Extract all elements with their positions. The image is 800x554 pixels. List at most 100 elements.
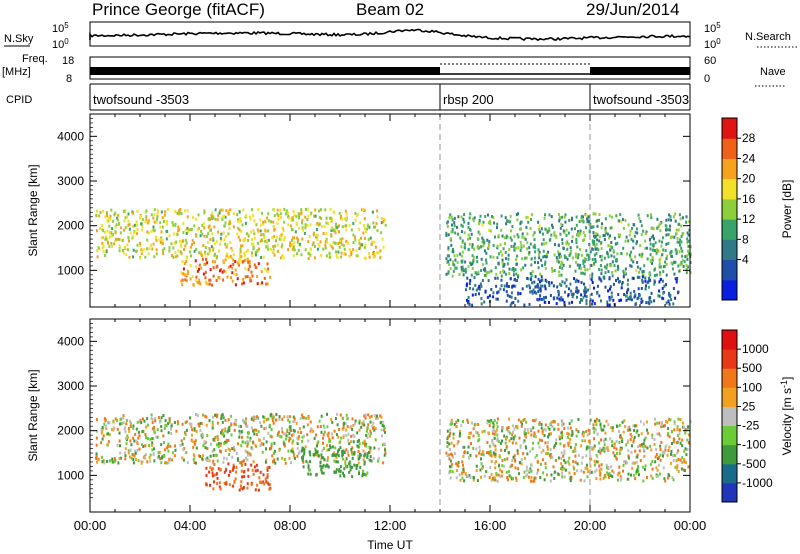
scatter-cell-1 (265, 447, 267, 451)
scatter-cell-4 (608, 303, 611, 307)
scatter-cell-1 (192, 453, 195, 457)
scatter-cell-4 (563, 452, 566, 456)
scatter-cell-3 (452, 250, 455, 254)
scatter-cell-3 (654, 274, 656, 277)
scatter-cell-1 (124, 457, 127, 461)
scatter-cell-1 (119, 451, 122, 455)
scatter-cell-1 (162, 248, 164, 252)
scatter-cell-4 (542, 471, 545, 475)
scatter-cell-4 (634, 424, 636, 428)
scatter-cell-4 (606, 448, 609, 452)
scatter-cell-4 (537, 277, 540, 281)
scatter-cell-1 (330, 417, 333, 421)
scatter-cell-4 (451, 453, 454, 457)
scatter-cell-4 (468, 474, 471, 478)
scatter-cell-1 (301, 237, 304, 241)
scatter-cell-3 (648, 272, 651, 276)
scatter-cell-1 (327, 222, 330, 226)
scatter-cell-1 (300, 431, 303, 434)
scatter-cell-3 (447, 246, 450, 250)
scatter-cell-3 (616, 267, 619, 271)
scatter-cell-1 (338, 245, 341, 249)
scatter-cell-3 (357, 457, 360, 461)
scatter-cell-3 (583, 238, 586, 242)
scatter-cell-2 (219, 487, 222, 491)
scatter-cell-1 (356, 444, 359, 448)
scatter-cell-1 (354, 422, 356, 426)
scatter-cell-1 (290, 449, 293, 453)
scatter-cell-1 (281, 427, 284, 431)
scatter-cell-4 (622, 469, 624, 473)
scatter-cell-4 (675, 278, 678, 281)
scatter-cell-1 (228, 425, 231, 429)
scatter-cell-1 (364, 443, 366, 447)
scatter-cell-4 (557, 472, 560, 476)
scatter-cell-3 (667, 241, 670, 245)
scatter-cell-1 (101, 246, 104, 250)
scatter-cell-4 (567, 432, 570, 436)
scatter-cell-1 (193, 224, 196, 228)
scatter-cell-3 (653, 237, 655, 241)
scatter-cell-3 (492, 255, 495, 259)
scatter-cell-4 (486, 451, 488, 455)
scatter-cell-4 (512, 455, 515, 459)
scatter-cell-4 (501, 439, 503, 443)
scatter-cell-4 (592, 423, 595, 427)
scatter-cell-1 (286, 415, 289, 419)
scatter-cell-3 (343, 473, 345, 477)
scatter-cell-4 (488, 453, 491, 457)
scatter-cell-4 (612, 471, 615, 475)
scatter-cell-4 (602, 448, 605, 452)
scatter-cell-1 (184, 238, 187, 242)
scatter-cell-4 (619, 448, 622, 452)
nsky-tick-low: 100 (52, 37, 69, 51)
scatter-cell-3 (606, 232, 609, 236)
scatter-cell-4 (662, 291, 665, 295)
scatter-cell-4 (492, 443, 495, 447)
scatter-cell-1 (112, 428, 115, 432)
scatter-cell-1 (129, 448, 132, 452)
scatter-cell-2 (195, 279, 198, 283)
scatter-cell-4 (555, 441, 558, 445)
scatter-cell-3 (363, 462, 366, 466)
scatter-cell-1 (154, 419, 157, 423)
scatter-cell-3 (447, 259, 450, 263)
scatter-cell-1 (224, 215, 227, 219)
scatter-cell-3 (541, 264, 544, 268)
scatter-cell-1 (125, 419, 128, 422)
scatter-cell-1 (326, 240, 329, 244)
scatter-cell-1 (116, 427, 119, 431)
scatter-cell-3 (471, 217, 474, 221)
scatter-cell-3 (666, 254, 669, 258)
scatter-cell-1 (364, 243, 367, 247)
scatter-cell-4 (561, 436, 563, 440)
scatter-cell-4 (522, 452, 525, 456)
scatter-cell-4 (626, 283, 629, 286)
scatter-cell-2 (267, 267, 270, 271)
scatter-cell-1 (230, 433, 233, 437)
scatter-cell-3 (529, 272, 532, 276)
scatter-cell-1 (224, 221, 227, 225)
x-axis-label: Time UT (367, 538, 413, 552)
scatter-cell-1 (267, 431, 270, 435)
scatter-cell-3 (481, 223, 484, 227)
scatter-cell-3 (615, 259, 618, 263)
scatter-cell-1 (99, 210, 102, 214)
scatter-cell-3 (667, 218, 670, 222)
scatter-cell-1 (179, 239, 181, 243)
scatter-cell-4 (563, 427, 566, 430)
scatter-cell-1 (367, 432, 370, 436)
scatter-cell-1 (364, 441, 366, 445)
scatter-cell-1 (372, 221, 375, 225)
scatter-cell-4 (517, 467, 520, 471)
scatter-cell-3 (508, 220, 511, 224)
scatter-cell-3 (494, 235, 496, 239)
scatter-cell-4 (668, 291, 670, 295)
scatter-cell-2 (212, 266, 215, 270)
scatter-cell-3 (658, 262, 661, 266)
scatter-cell-1 (270, 428, 273, 431)
scatter-cell-4 (580, 293, 583, 297)
scatter-cell-3 (451, 223, 453, 227)
scatter-cell-1 (276, 457, 279, 461)
